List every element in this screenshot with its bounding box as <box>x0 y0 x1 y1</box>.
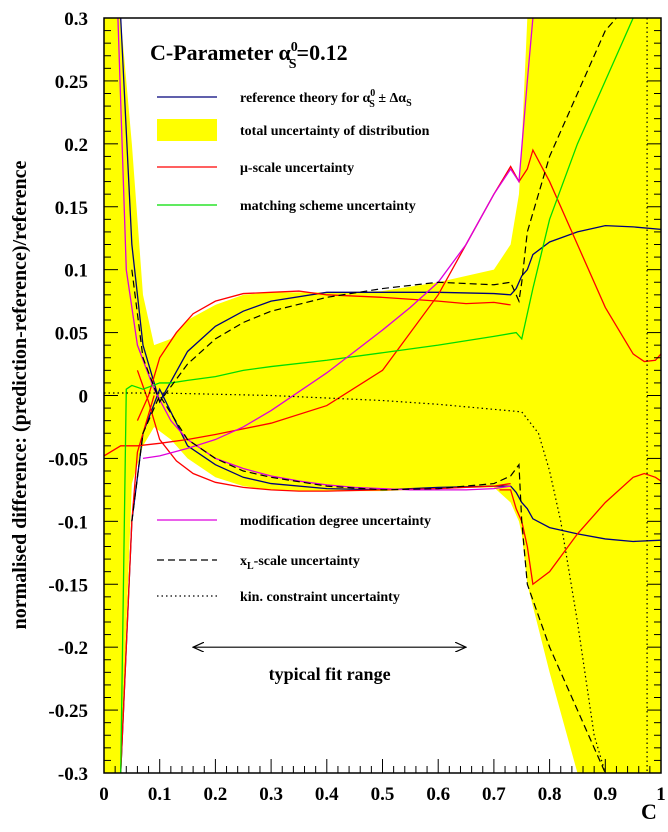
legend-label-reference: reference theory for α0 S ± ΔαS <box>240 88 412 110</box>
legend-top: reference theory for α0 S ± ΔαS total unce… <box>157 88 430 214</box>
x-tick-label: 0.4 <box>315 784 339 805</box>
total_edge-line-1 <box>136 290 511 421</box>
x-tick-label: 0.8 <box>538 784 562 805</box>
y-tick-label: 0.1 <box>64 261 88 282</box>
ticks-layer <box>103 17 662 774</box>
chart-title: C-Parameter α0 S=0.12 <box>150 40 348 72</box>
y-tick-label: -0.2 <box>58 638 88 659</box>
modification-line-1 <box>142 18 534 460</box>
x-tick-labels: 0 0.1 0.2 0.3 0.4 0.5 0.6 0.7 0.8 0.9 1 <box>99 784 666 805</box>
series-layer <box>104 18 661 773</box>
legend-entry-mu: μ-scale uncertainty <box>157 161 354 176</box>
y-tick-label: -0.15 <box>48 575 88 596</box>
y-tick-label: 0.3 <box>64 9 88 30</box>
mu-line-3 <box>499 472 661 586</box>
legend-bottom: modification degree uncertainty xL-scale … <box>157 514 431 605</box>
y-axis-label: normalised difference: (prediction-refer… <box>9 161 31 630</box>
y-tick-label: 0.2 <box>64 135 88 156</box>
xl-line-2 <box>131 394 606 773</box>
legend-entry-modification: modification degree uncertainty <box>157 514 431 529</box>
legend-entry-total: total uncertainty of distribution <box>157 119 430 141</box>
x-tick-label: 0.3 <box>259 784 283 805</box>
y-tick-label: -0.3 <box>58 764 88 785</box>
matching-line-1 <box>120 18 634 773</box>
y-tick-label: -0.05 <box>48 449 88 470</box>
x-tick-label: 0.9 <box>593 784 617 805</box>
x-tick-label: 0.6 <box>426 784 450 805</box>
uncertainty-band <box>104 18 661 773</box>
y-tick-label: -0.25 <box>48 701 88 722</box>
total_edge-line-2 <box>136 370 511 492</box>
legend-label-total: total uncertainty of distribution <box>240 124 430 139</box>
x-axis-label: C <box>641 799 657 824</box>
legend-entry-xl: xL-scale uncertainty <box>157 554 360 572</box>
legend-label-matching: matching scheme uncertainty <box>240 199 416 214</box>
legend-label-xl: xL-scale uncertainty <box>240 554 360 572</box>
fit-range-label: typical fit range <box>269 664 391 684</box>
x-tick-label: 0.1 <box>148 784 172 805</box>
band-layer <box>104 18 661 773</box>
x-tick-label: 0.5 <box>371 784 395 805</box>
xl-line-1 <box>131 18 617 404</box>
legend-label-mu: μ-scale uncertainty <box>240 161 354 176</box>
y-tick-label: 0.15 <box>55 198 88 219</box>
x-tick-label: 0.2 <box>204 784 228 805</box>
x-tick-label: 0 <box>99 784 109 805</box>
y-tick-label: 0.05 <box>55 324 88 345</box>
fit-range-annotation: typical fit range <box>193 647 466 684</box>
mu-line-2 <box>120 395 155 773</box>
y-tick-label: 0 <box>79 387 89 408</box>
modification-line-2 <box>117 18 511 491</box>
legend-entry-matching: matching scheme uncertainty <box>157 199 416 214</box>
legend-label-kin: kin. constraint uncertainty <box>240 590 400 605</box>
x-tick-label: 0.7 <box>482 784 506 805</box>
legend-entry-kin: kin. constraint uncertainty <box>157 590 400 605</box>
y-tick-labels: 0.3 0.25 0.2 0.15 0.1 0.05 0 -0.05 -0.1 -0.15 -0.2… <box>48 9 88 785</box>
legend-swatch-total <box>157 119 217 141</box>
legend-label-modification: modification degree uncertainty <box>240 514 431 529</box>
y-tick-label: -0.1 <box>58 512 88 533</box>
x-tick-label: 1 <box>656 784 666 805</box>
legend-entry-reference: reference theory for α0 S ± ΔαS <box>157 88 412 110</box>
y-tick-label: 0.25 <box>55 72 88 93</box>
reference-line-1 <box>120 18 661 404</box>
kin-line-1 <box>104 392 606 773</box>
